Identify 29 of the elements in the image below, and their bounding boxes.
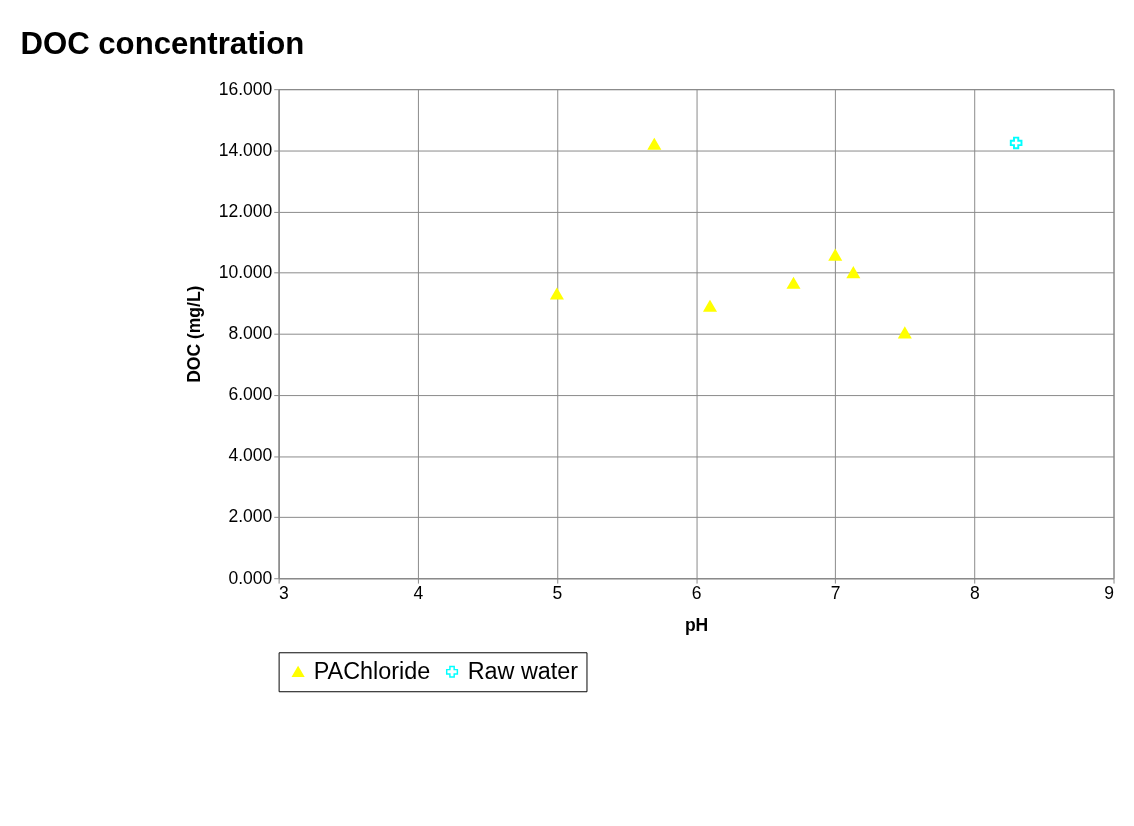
chart-title: DOC concentration xyxy=(20,26,305,62)
point xyxy=(828,249,842,261)
x-tick-label: 7 xyxy=(830,583,841,604)
point xyxy=(648,138,661,150)
legend-label: Raw water xyxy=(467,657,579,684)
legend-label: PAChloride xyxy=(313,657,431,684)
y-tick-label: 2.000 xyxy=(228,506,273,527)
y-tick-label: 4.000 xyxy=(228,445,273,466)
y-tick-label: 6.000 xyxy=(228,384,273,405)
point xyxy=(787,277,800,289)
y-tick-label: 0.000 xyxy=(228,567,273,588)
point xyxy=(847,266,860,279)
point xyxy=(550,288,564,300)
x-tick-label: 8 xyxy=(970,583,980,604)
y-tick-label: 14.000 xyxy=(218,139,273,160)
y-axis-title: DOC (mg/L) xyxy=(184,285,205,383)
x-tick-label: 3 xyxy=(279,583,289,604)
x-tick-label: 6 xyxy=(691,583,702,604)
x-tick-label: 9 xyxy=(1104,583,1115,604)
y-tick-label: 10.000 xyxy=(218,261,273,282)
y-tick-label: 16.000 xyxy=(218,78,273,99)
y-tick-label: 8.000 xyxy=(228,323,273,344)
x-axis-title: pH xyxy=(684,615,709,636)
point xyxy=(898,327,912,339)
x-tick-label: 5 xyxy=(552,583,563,604)
y-tick-label: 12.000 xyxy=(218,200,273,221)
point xyxy=(1009,136,1023,150)
point xyxy=(703,300,717,312)
x-tick-label: 4 xyxy=(413,583,424,604)
